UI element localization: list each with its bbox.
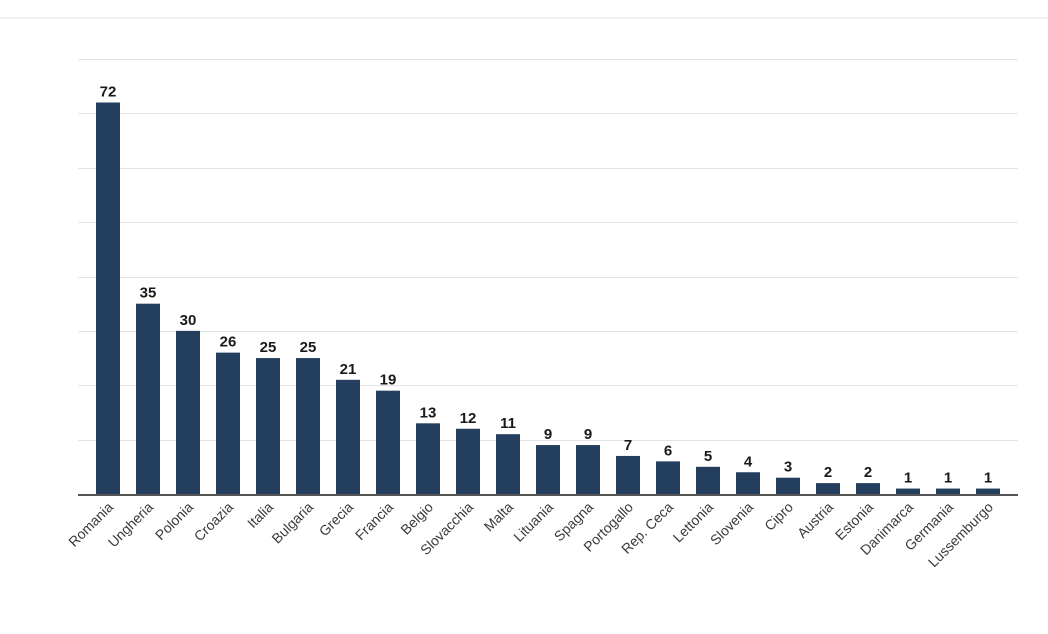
data-label: 3 (784, 459, 792, 476)
data-label: 7 (624, 437, 632, 454)
category-label: Austria (794, 499, 836, 541)
bar (96, 102, 120, 494)
data-label: 2 (824, 464, 832, 481)
bar (216, 352, 240, 494)
bar (816, 483, 840, 494)
bar (296, 358, 320, 494)
category-label: Grecia (316, 499, 357, 540)
data-label: 11 (500, 415, 516, 432)
category-label: Francia (352, 499, 396, 543)
data-label: 1 (904, 470, 912, 487)
data-label: 21 (340, 361, 357, 378)
bar (736, 472, 760, 494)
bar (576, 445, 600, 494)
data-label: 25 (300, 339, 317, 356)
data-label: 30 (180, 312, 197, 329)
bar (496, 434, 520, 494)
bar (456, 428, 480, 494)
data-label: 13 (420, 404, 437, 421)
data-label: 9 (584, 426, 592, 443)
bar (256, 358, 280, 494)
category-label: Croazia (191, 499, 237, 545)
data-label: 1 (984, 470, 992, 487)
bars (96, 102, 1000, 494)
bar (776, 477, 800, 494)
category-label: Belgio (397, 499, 436, 538)
bar (856, 483, 880, 494)
bar (536, 445, 560, 494)
data-label: 6 (664, 442, 672, 459)
bar (936, 488, 960, 494)
bar (656, 461, 680, 494)
category-label: Malta (481, 499, 517, 535)
bar (416, 423, 440, 494)
data-label: 4 (744, 453, 753, 470)
data-label: 72 (100, 84, 117, 101)
category-label: Polonia (152, 499, 196, 543)
data-label: 35 (140, 285, 157, 302)
category-label: Slovenia (707, 499, 756, 548)
bar (896, 488, 920, 494)
data-label: 9 (544, 426, 552, 443)
bar (176, 330, 200, 494)
bar (136, 303, 160, 494)
bar (976, 488, 1000, 494)
data-label: 19 (380, 372, 397, 389)
data-label: 1 (944, 470, 952, 487)
data-label: 26 (220, 334, 237, 351)
bar (616, 455, 640, 494)
category-label: Bulgaria (268, 499, 316, 547)
bar (696, 466, 720, 494)
bar (336, 379, 360, 494)
category-label: Italia (244, 499, 276, 531)
data-label: 5 (704, 448, 712, 465)
bar (376, 390, 400, 494)
data-label: 25 (260, 339, 277, 356)
category-label: Cipro (761, 499, 796, 534)
data-label: 2 (864, 464, 872, 481)
data-label: 12 (460, 410, 477, 427)
category-label: Lituania (510, 499, 556, 545)
